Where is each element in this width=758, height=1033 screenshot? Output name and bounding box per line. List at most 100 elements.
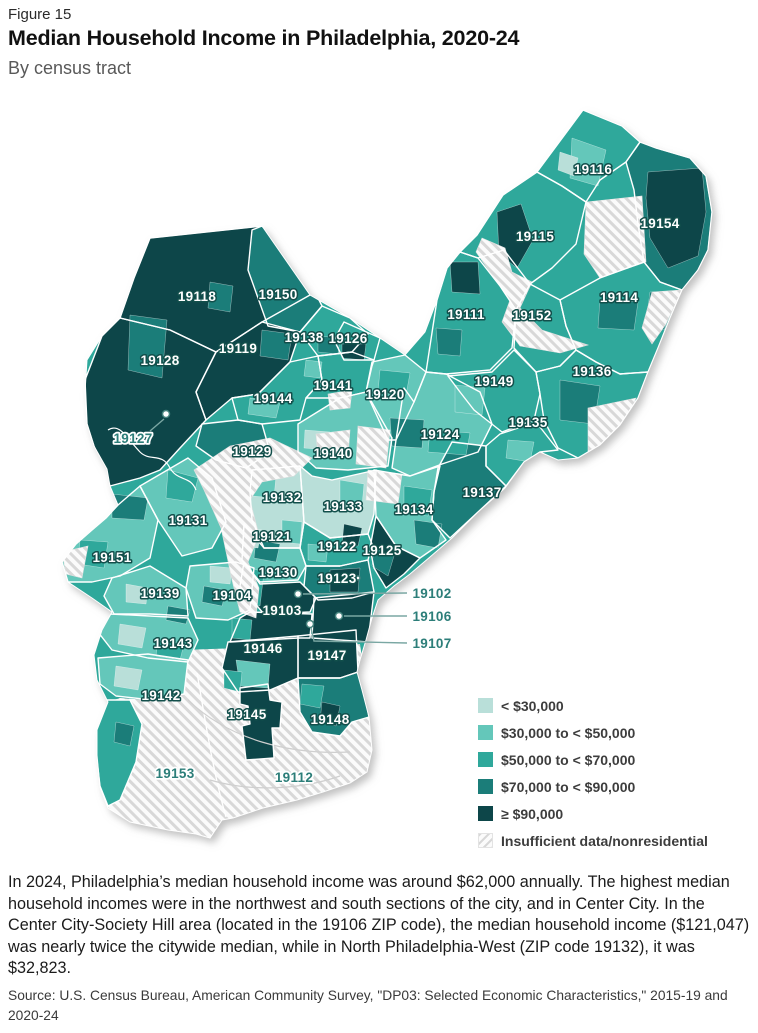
leader-marker-4 [355,575,361,581]
callout-label-19127: 19127 [113,431,152,446]
leader-line-19107 [310,627,408,644]
zip-boundary-19126 [333,321,381,361]
map-label-19125: 19125 [362,543,401,558]
tract-patch-41 [117,623,147,649]
map-label-19150: 19150 [258,287,297,302]
legend-swatch-4 [478,806,493,821]
map-label-19118: 19118 [178,289,216,304]
tract-patch-6 [303,359,323,379]
map-label-19141: 19141 [313,378,352,393]
legend-swatch-2 [478,752,493,767]
tract-patch-30 [253,539,281,563]
map-label-19140: 19140 [313,446,352,461]
map-label-19139: 19139 [140,586,179,601]
map-label-19136: 19136 [572,364,611,379]
figure-label: Figure 15 [8,6,72,23]
map-label-19124: 19124 [420,427,459,442]
leader-marker-19102 [293,589,303,599]
tract-patch-38 [209,565,233,585]
map-label-19142: 19142 [141,688,180,703]
legend-label-5: Insufficient data/nonresidential [501,832,708,849]
map-label-19151: 19151 [92,550,131,565]
tract-patch-12 [435,327,463,357]
tract-patch-15 [557,151,579,177]
map-label-19119: 19119 [219,341,257,356]
tract-patch-43 [113,665,143,691]
map-label-19132: 19132 [262,490,301,505]
boundary-detail-2 [209,775,341,789]
map-label-19112: 19112 [275,770,313,785]
boundary-detail-1 [187,699,351,753]
map-label-19116: 19116 [574,162,612,177]
legend-swatch-3 [478,779,493,794]
hatch-area-5 [315,429,351,459]
map-label-19145: 19145 [227,707,266,722]
leader-marker-19127 [161,409,171,419]
zip-region-19142 [98,654,188,700]
tract-patch-24 [111,493,149,521]
boundary-detail-0 [196,672,227,818]
tract-patch-33 [307,543,329,563]
body-paragraph: In 2024, Philadelphia’s median household… [8,873,750,978]
zip-boundary-19104 [185,561,255,621]
map-label-19128: 19128 [140,353,179,368]
map-label-19111: 19111 [447,307,485,322]
tract-patch-34 [329,567,361,593]
tract-patch-23 [413,519,443,549]
map-label-19131: 19131 [168,513,207,528]
callout-label-19106: 19106 [412,609,451,624]
map-label-19138: 19138 [284,330,323,345]
map-label-19135: 19135 [508,415,547,430]
map-label-19104: 19104 [212,588,251,603]
tract-patch-16 [645,167,707,269]
map-label-19122: 19122 [317,539,356,554]
legend-swatch-1 [478,725,493,740]
legend-label-4: ≥ $90,000 [501,805,564,822]
hatch-area-6 [355,425,391,469]
page-title: Median Household Income in Philadelphia,… [8,26,520,50]
zip-region-19149 [448,350,540,432]
map-label-19144: 19144 [253,391,292,406]
map-label-19143: 19143 [153,636,192,651]
leader-marker-19107 [305,619,315,629]
zip-boundary-19148 [297,671,370,737]
tract-patch-29 [339,479,365,507]
tract-patch-5 [247,397,281,419]
map-label-19134: 19134 [394,502,433,517]
legend-label-1: $30,000 to < $50,000 [501,724,636,741]
zip-boundary-19129 [195,419,271,469]
zip-region-19150 [248,226,322,332]
map-label-19149: 19149 [474,374,513,389]
map-legend: < $30,000 $30,000 to < $50,000 $50,000 to … [478,692,756,854]
zip-boundary-19139 [103,565,189,617]
legend-item-3: $70,000 to < $90,000 [478,773,756,800]
map-label-19130: 19130 [258,565,297,580]
zip-boundary-19125 [369,515,421,589]
map-label-19115: 19115 [516,229,554,244]
legend-item-0: < $30,000 [478,692,756,719]
tract-patch-22 [403,485,433,517]
map-label-19148: 19148 [310,712,349,727]
boundary-detail-3 [107,427,197,491]
map-label-19126: 19126 [328,331,367,346]
leader-marker-19106 [334,611,344,621]
legend-label-0: < $30,000 [501,697,564,714]
zip-boundary-19140 [297,391,393,471]
tract-patch-11 [449,261,481,295]
legend-item-4: ≥ $90,000 [478,800,756,827]
hatch-area-7 [365,469,403,505]
tract-patch-19 [454,384,486,416]
tract-patch-40 [125,583,149,605]
zip-boundary-19145 [239,683,283,761]
zip-region-19141 [306,352,374,398]
legend-item-5: Insufficient data/nonresidential [478,827,756,854]
legend-item-1: $30,000 to < $50,000 [478,719,756,746]
legend-label-3: $70,000 to < $90,000 [501,778,636,795]
map-label-19121: 19121 [252,529,291,544]
page-subtitle: By census tract [8,58,132,78]
zip-boundary-19124 [391,371,493,477]
legend-swatch-5 [478,833,493,848]
source-note: Source: U.S. Census Bureau, American Com… [8,988,728,1023]
map-label-19153: 19153 [155,766,194,781]
